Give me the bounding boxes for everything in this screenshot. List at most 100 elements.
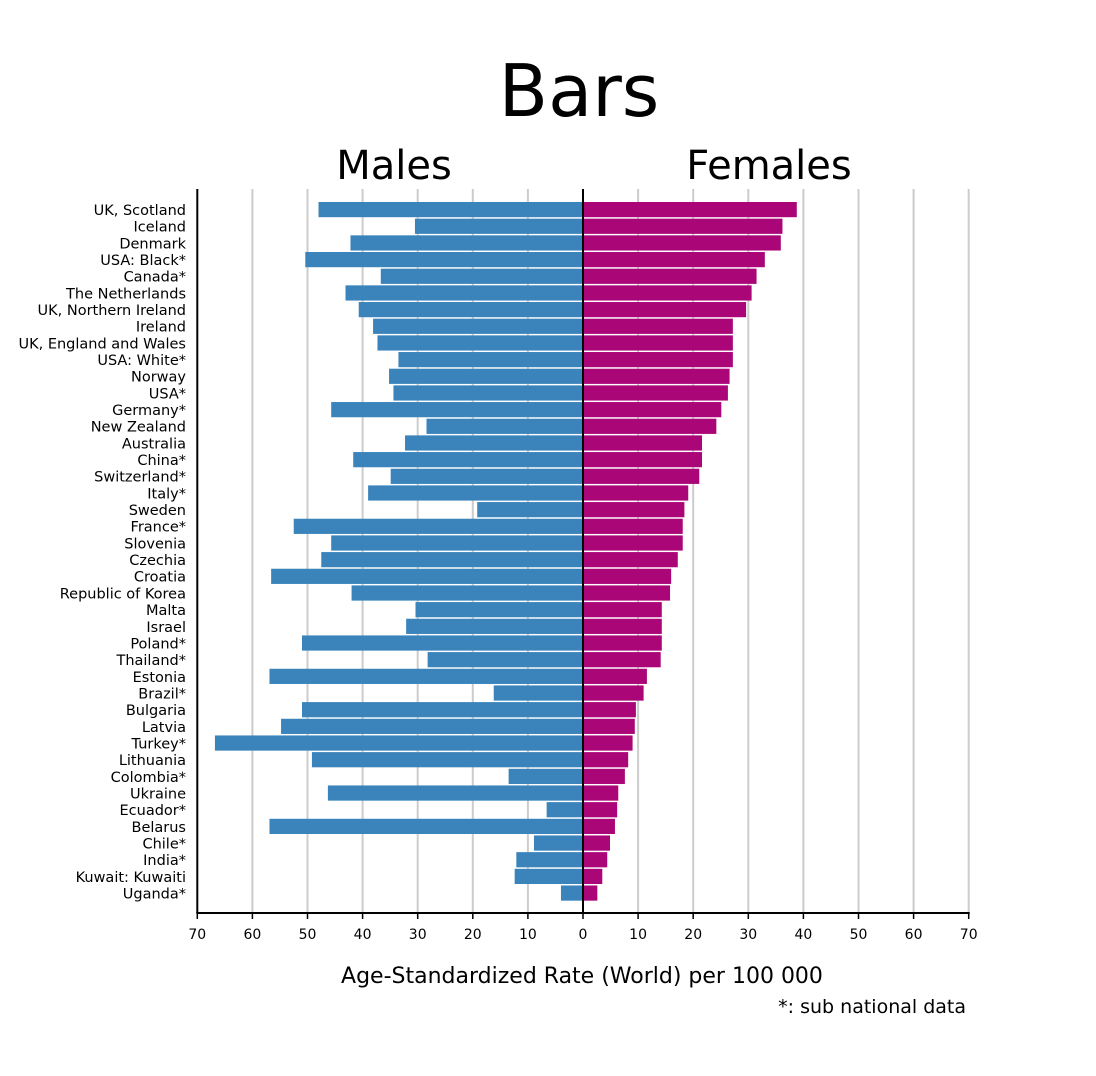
category-label: New Zealand xyxy=(91,420,186,436)
male-bar xyxy=(351,585,583,601)
female-bar xyxy=(583,468,700,484)
male-bar xyxy=(321,552,583,568)
female-bar xyxy=(583,385,728,401)
female-bar xyxy=(583,852,608,868)
category-label: Italy* xyxy=(147,486,186,502)
female-bar xyxy=(583,785,619,801)
category-label: Lithuania xyxy=(119,753,186,769)
male-bar xyxy=(546,802,583,818)
x-tick-labels: 0 10 10 20 20 30 30 40 40 50 50 60 60 70 70 xyxy=(188,927,977,943)
footnote: *: sub national data xyxy=(778,996,966,1018)
male-bar xyxy=(353,452,583,468)
female-bar xyxy=(583,285,752,301)
female-bar xyxy=(583,552,678,568)
female-bar xyxy=(583,202,797,218)
male-bar xyxy=(368,485,583,501)
category-label: Iceland xyxy=(134,220,186,236)
male-bar xyxy=(415,602,583,618)
x-tick-label: 10 xyxy=(629,927,647,943)
category-label: Kuwait: Kuwaiti xyxy=(76,870,186,886)
female-bar xyxy=(583,485,689,501)
category-label: Latvia xyxy=(142,720,186,736)
female-bar xyxy=(583,402,722,418)
male-bar xyxy=(345,285,583,301)
male-bar xyxy=(271,568,583,584)
female-bar xyxy=(583,335,733,351)
female-bar xyxy=(583,568,672,584)
category-label: Poland* xyxy=(130,636,186,652)
category-label: USA* xyxy=(149,386,186,402)
male-bar xyxy=(331,535,583,551)
females-bars xyxy=(583,202,797,901)
male-bar xyxy=(514,868,583,884)
female-bar xyxy=(583,252,765,268)
category-label: UK, Scotland xyxy=(94,203,186,219)
male-bar xyxy=(390,468,583,484)
x-tick-label: 60 xyxy=(243,927,261,943)
male-bar xyxy=(305,252,583,268)
male-bar xyxy=(293,518,583,534)
male-bar xyxy=(533,835,583,851)
x-axis-label: Age-Standardized Rate (World) per 100 00… xyxy=(341,964,823,989)
category-label: Thailand* xyxy=(115,653,186,669)
female-bar xyxy=(583,718,635,734)
male-bar xyxy=(508,768,583,784)
x-tick-label: 40 xyxy=(354,927,372,943)
male-bar xyxy=(380,268,583,284)
male-bar xyxy=(301,702,583,718)
category-label: Bulgaria xyxy=(126,703,186,719)
males-bars xyxy=(214,202,583,901)
female-bar xyxy=(583,502,685,518)
male-bar xyxy=(269,818,583,834)
female-bar xyxy=(583,835,610,851)
males-panel-title: Males xyxy=(336,143,452,189)
category-label: India* xyxy=(143,853,186,869)
category-label: Turkey* xyxy=(131,736,186,752)
x-tick-label: 50 xyxy=(299,927,317,943)
category-label: Uganda* xyxy=(123,886,186,902)
male-bar xyxy=(377,335,583,351)
male-bar xyxy=(406,618,583,634)
female-bar xyxy=(583,535,683,551)
category-label: The Netherlands xyxy=(65,286,186,302)
female-bar xyxy=(583,752,629,768)
male-bar xyxy=(477,502,583,518)
chart-title: Bars xyxy=(499,49,660,133)
x-tick-label: 60 xyxy=(905,927,923,943)
male-bar xyxy=(398,352,583,368)
category-label: USA: Black* xyxy=(100,253,186,269)
x-tick-label: 20 xyxy=(464,927,482,943)
x-tick-label: 30 xyxy=(409,927,427,943)
x-tick-label: 0 xyxy=(579,927,588,943)
category-label: USA: White* xyxy=(97,353,186,369)
female-bar xyxy=(583,802,618,818)
axes xyxy=(196,189,970,919)
male-bar xyxy=(269,668,583,684)
category-label: Slovenia xyxy=(124,536,186,552)
category-label: Republic of Korea xyxy=(60,586,186,602)
male-bar xyxy=(281,718,583,734)
category-label: Denmark xyxy=(119,236,186,252)
male-bar xyxy=(560,885,583,901)
category-label: Norway xyxy=(131,370,186,386)
female-bar xyxy=(583,268,757,284)
category-label: Ireland xyxy=(136,320,186,336)
male-bar xyxy=(373,318,583,334)
category-label: Israel xyxy=(146,620,186,636)
category-label: Czechia xyxy=(129,553,186,569)
x-tick-label: 70 xyxy=(960,927,978,943)
male-bar xyxy=(214,735,583,751)
category-label: Malta xyxy=(146,603,186,619)
female-bar xyxy=(583,768,625,784)
female-bar xyxy=(583,235,781,251)
category-label: Colombia* xyxy=(111,770,186,786)
female-bar xyxy=(583,668,647,684)
category-label: Canada* xyxy=(124,270,186,286)
female-bar xyxy=(583,518,683,534)
female-bar xyxy=(583,885,598,901)
female-bar xyxy=(583,818,615,834)
male-bar xyxy=(327,785,583,801)
female-bar xyxy=(583,685,644,701)
female-bar xyxy=(583,618,662,634)
female-bar xyxy=(583,868,603,884)
